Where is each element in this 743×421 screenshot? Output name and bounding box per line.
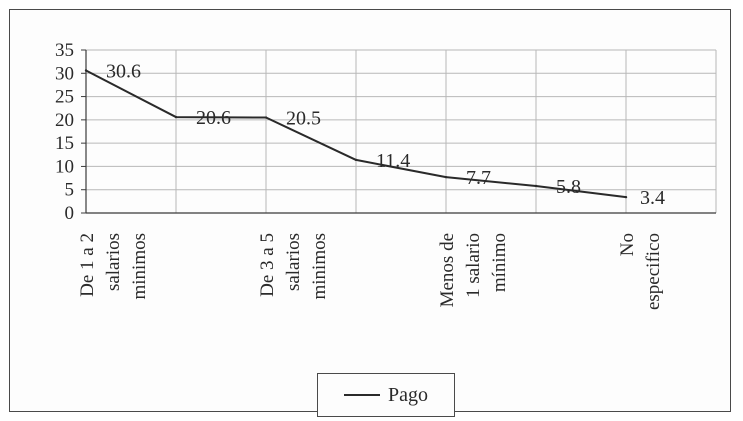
x-tick-label: Menos de 1 salario mínimo bbox=[437, 233, 510, 307]
x-tick-label-line: No bbox=[617, 233, 638, 256]
data-label: 20.5 bbox=[286, 108, 321, 130]
x-tick-label: De 3 a 5 salarios minimos bbox=[257, 233, 330, 300]
x-tick-label-line: minimos bbox=[129, 233, 150, 300]
y-tick-label: 15 bbox=[55, 133, 74, 154]
x-tick-label: De 1 a 2 salarios minimos bbox=[77, 233, 150, 300]
series-pago bbox=[84, 69, 628, 199]
x-tick-label-line: mínimo bbox=[489, 233, 510, 292]
x-tick-label-line: De 1 a 2 bbox=[77, 233, 98, 297]
y-tick-label: 0 bbox=[65, 203, 75, 224]
y-tick-label: 10 bbox=[55, 156, 74, 177]
data-point bbox=[354, 158, 358, 162]
x-tick-label-line: minimos bbox=[309, 233, 330, 300]
y-tick-label: 30 bbox=[55, 63, 74, 84]
legend: Pago bbox=[317, 373, 455, 417]
x-tick-label-line: Menos de bbox=[437, 233, 458, 307]
data-label: 11.4 bbox=[376, 150, 410, 172]
y-tick-label: 25 bbox=[55, 87, 74, 108]
data-point bbox=[174, 115, 178, 119]
x-tick-label-line: especifico bbox=[643, 233, 664, 310]
x-tick-label-line: salarios bbox=[103, 233, 124, 291]
chart-frame: 0 5 10 15 20 25 30 35 De 1 a 2 salarios minimos De… bbox=[9, 9, 731, 417]
x-tick-label-line: De 3 a 5 bbox=[257, 233, 278, 297]
data-point bbox=[444, 175, 448, 179]
data-point bbox=[534, 184, 538, 188]
legend-label-pago: Pago bbox=[388, 383, 428, 406]
data-label: 20.6 bbox=[196, 107, 231, 129]
data-label: 5.8 bbox=[556, 176, 581, 198]
data-label: 30.6 bbox=[106, 60, 141, 82]
legend-line-swatch bbox=[344, 394, 380, 396]
grid-lines bbox=[85, 49, 717, 214]
data-point bbox=[624, 195, 628, 199]
data-point bbox=[84, 69, 88, 72]
x-tick-label: No especifico bbox=[617, 233, 664, 310]
data-labels: 30.6 20.6 20.5 11.4 7.7 5.8 3.4 bbox=[106, 60, 665, 209]
data-point bbox=[264, 116, 268, 119]
x-axis-ticks: De 1 a 2 salarios minimos De 3 a 5 salarios m… bbox=[77, 233, 664, 310]
data-label: 7.7 bbox=[466, 167, 491, 189]
x-tick-label-line: 1 salario bbox=[463, 233, 484, 298]
x-tick-label-line: salarios bbox=[283, 233, 304, 291]
y-tick-label: 20 bbox=[55, 110, 74, 131]
y-tick-label: 5 bbox=[65, 180, 75, 201]
y-tick-label: 35 bbox=[55, 40, 74, 61]
data-label: 3.4 bbox=[640, 187, 665, 209]
